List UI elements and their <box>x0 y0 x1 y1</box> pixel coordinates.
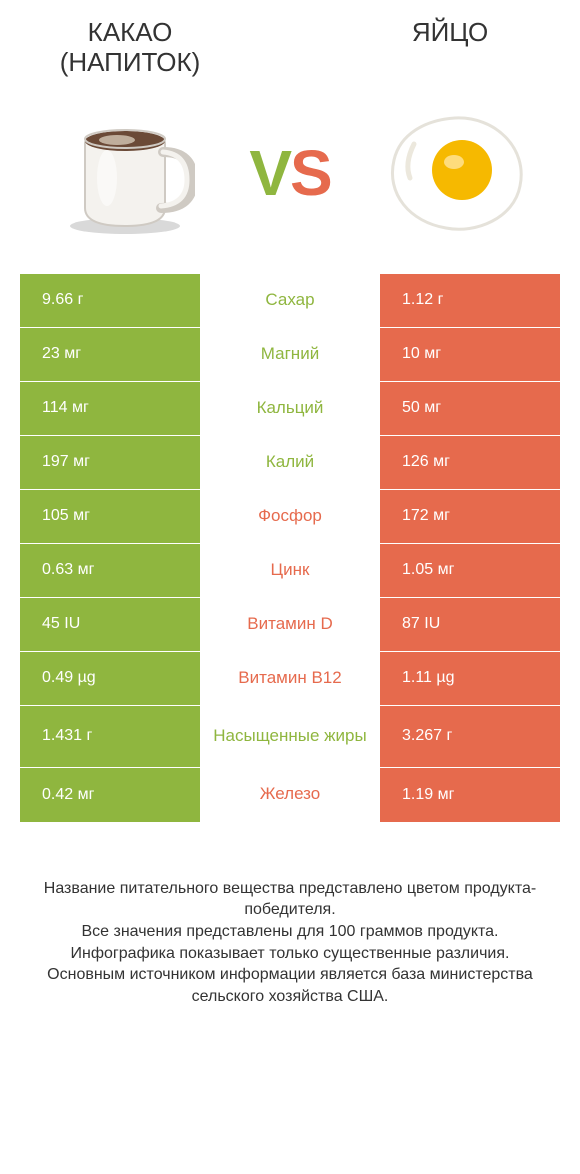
cell-nutrient-label: Витамин D <box>200 598 380 651</box>
cell-right-value: 3.267 г <box>380 706 560 767</box>
vs-label: VS <box>249 136 330 210</box>
cell-left-value: 105 мг <box>20 490 200 543</box>
table-row: 9.66 гСахар1.12 г <box>20 274 560 328</box>
cell-left-value: 114 мг <box>20 382 200 435</box>
footnote-line: Все значения представлены для 100 граммо… <box>30 921 550 943</box>
cell-right-value: 87 IU <box>380 598 560 651</box>
footnote: Название питательного вещества представл… <box>30 878 550 1008</box>
cell-nutrient-label: Магний <box>200 328 380 381</box>
comparison-table: 9.66 гСахар1.12 г23 мгМагний10 мг114 мгК… <box>20 274 560 822</box>
cell-right-value: 1.05 мг <box>380 544 560 597</box>
header-left: КАКАО (НАПИТОК) <box>30 18 230 78</box>
hero: VS <box>0 88 580 268</box>
cell-left-value: 0.63 мг <box>20 544 200 597</box>
cell-nutrient-label: Железо <box>200 768 380 822</box>
table-row: 197 мгКалий126 мг <box>20 436 560 490</box>
vs-s: S <box>290 137 331 209</box>
cell-nutrient-label: Фосфор <box>200 490 380 543</box>
cell-nutrient-label: Витамин B12 <box>200 652 380 705</box>
cell-nutrient-label: Кальций <box>200 382 380 435</box>
cell-nutrient-label: Калий <box>200 436 380 489</box>
cell-left-value: 9.66 г <box>20 274 200 327</box>
cell-nutrient-label: Насыщенные жиры <box>200 706 380 767</box>
cell-right-value: 1.19 мг <box>380 768 560 822</box>
cell-left-value: 23 мг <box>20 328 200 381</box>
cell-left-value: 45 IU <box>20 598 200 651</box>
vs-v: V <box>249 137 290 209</box>
cell-left-value: 0.49 µg <box>20 652 200 705</box>
footnote-line: Название питательного вещества представл… <box>30 878 550 921</box>
cell-right-value: 1.11 µg <box>380 652 560 705</box>
cell-right-value: 50 мг <box>380 382 560 435</box>
cell-right-value: 126 мг <box>380 436 560 489</box>
footnote-line: Инфографика показывает только существенн… <box>30 943 550 965</box>
table-row: 0.49 µgВитамин B121.11 µg <box>20 652 560 706</box>
table-row: 1.431 гНасыщенные жиры3.267 г <box>20 706 560 768</box>
cell-left-value: 1.431 г <box>20 706 200 767</box>
header: КАКАО (НАПИТОК) ЯЙЦО <box>0 0 580 88</box>
cell-right-value: 1.12 г <box>380 274 560 327</box>
header-right: ЯЙЦО <box>350 18 550 78</box>
cell-nutrient-label: Цинк <box>200 544 380 597</box>
footnote-line: Основным источником информации является … <box>30 964 550 1007</box>
table-row: 23 мгМагний10 мг <box>20 328 560 382</box>
table-row: 45 IUВитамин D87 IU <box>20 598 560 652</box>
cell-right-value: 10 мг <box>380 328 560 381</box>
cell-left-value: 197 мг <box>20 436 200 489</box>
fried-egg-icon <box>380 98 530 248</box>
table-row: 114 мгКальций50 мг <box>20 382 560 436</box>
cell-nutrient-label: Сахар <box>200 274 380 327</box>
table-row: 0.63 мгЦинк1.05 мг <box>20 544 560 598</box>
cell-left-value: 0.42 мг <box>20 768 200 822</box>
cocoa-mug-icon <box>50 98 200 248</box>
table-row: 0.42 мгЖелезо1.19 мг <box>20 768 560 822</box>
cell-right-value: 172 мг <box>380 490 560 543</box>
table-row: 105 мгФосфор172 мг <box>20 490 560 544</box>
